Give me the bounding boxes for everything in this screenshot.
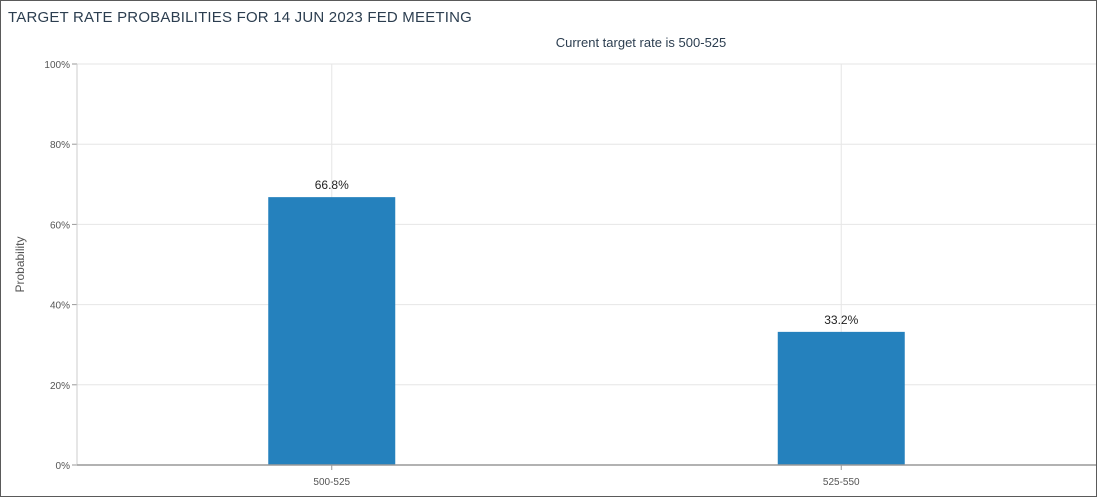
y-tick-label: 80% <box>50 140 70 151</box>
bar-525-550[interactable] <box>777 331 905 465</box>
chart-subtitle: Current target rate is 500-525 <box>555 35 727 50</box>
bars: 66.8% 33.2% <box>268 178 905 465</box>
x-tick-label: 500-525 <box>313 477 350 488</box>
data-label: 33.2% <box>824 313 858 327</box>
bar-500-525[interactable] <box>268 197 396 465</box>
x-tick-label: 525-550 <box>823 477 860 488</box>
axes: 0% 20% 40% 60% 80% 100% 500-525 525-550 <box>44 60 1096 488</box>
chart-title: TARGET RATE PROBABILITIES FOR 14 JUN 202… <box>8 9 473 26</box>
y-tick-label: 20% <box>50 381 70 392</box>
y-tick-label: 60% <box>50 220 70 231</box>
grid <box>77 63 1096 466</box>
y-tick-label: 40% <box>50 301 70 312</box>
y-axis-label: Probability <box>13 236 27 292</box>
data-label: 66.8% <box>315 178 349 192</box>
y-tick-label: 100% <box>44 60 70 71</box>
y-tick-label: 0% <box>56 461 71 472</box>
